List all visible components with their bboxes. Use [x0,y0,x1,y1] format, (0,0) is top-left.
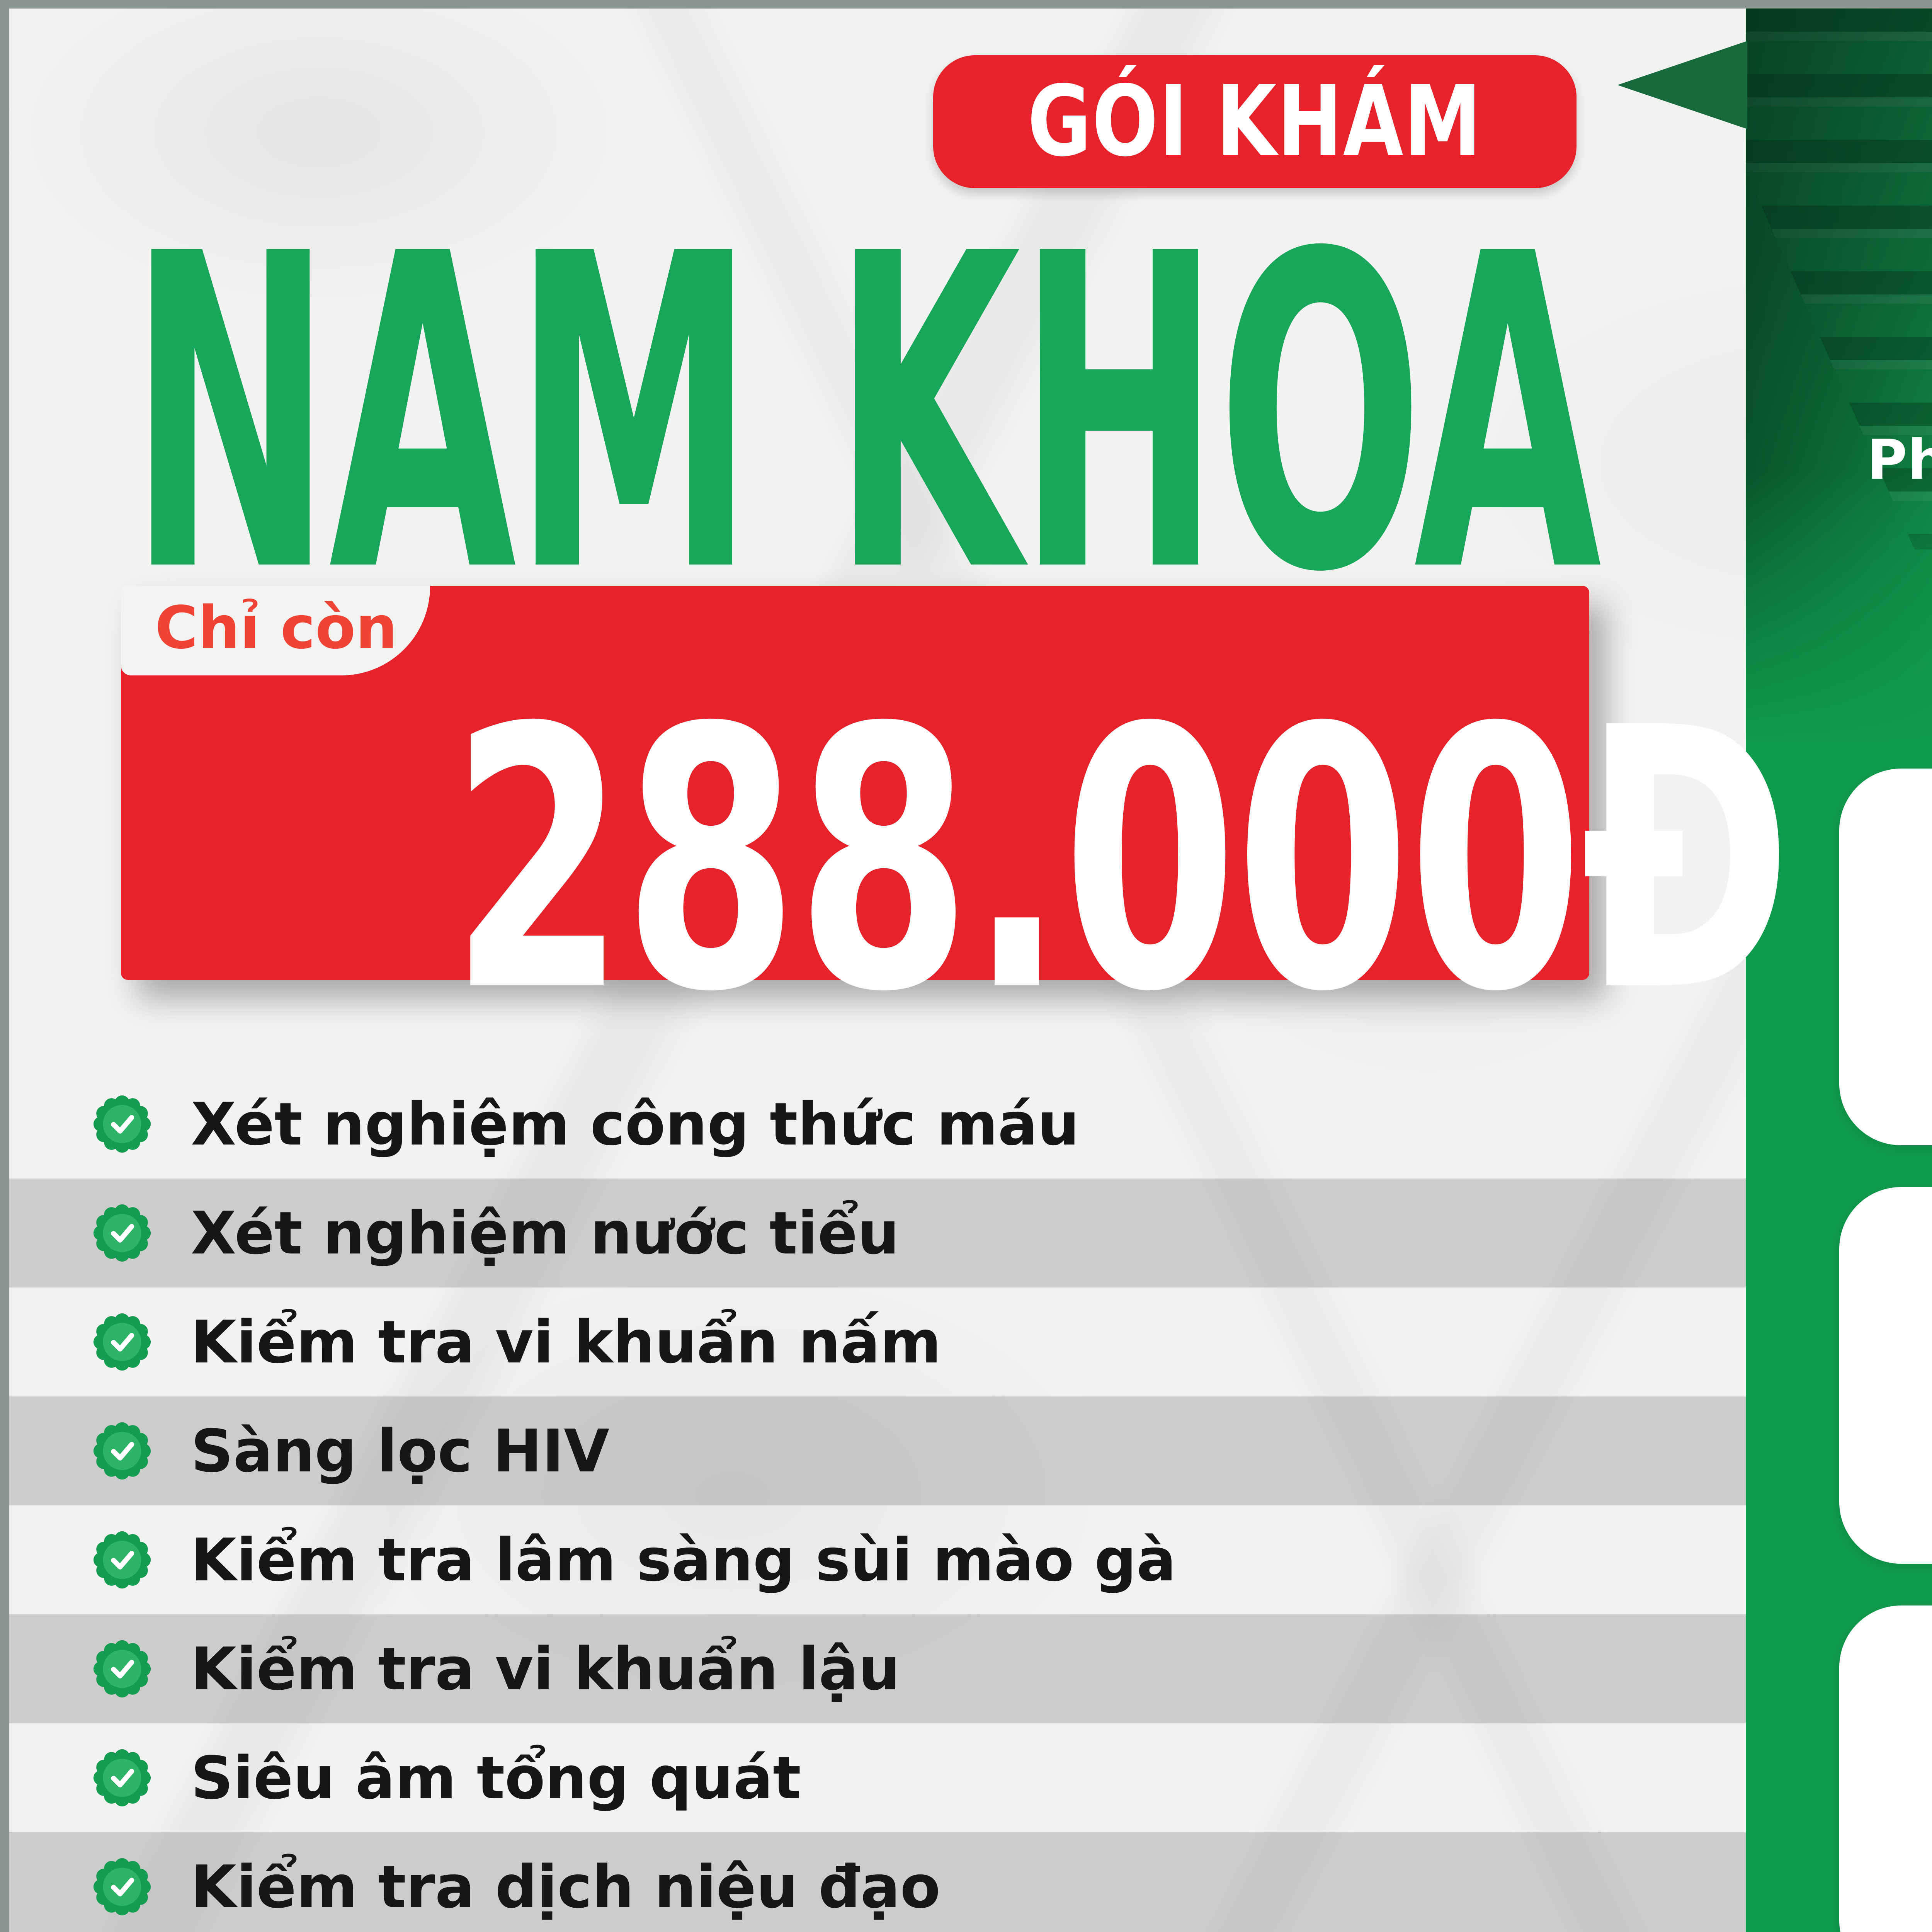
price-banner: Chỉ còn 288.000Đ [121,586,1792,1041]
service-row: Xét nghiệm nước tiểu [9,1179,1746,1287]
service-label: Kiểm tra lâm sàng sùi mào gà [191,1526,1176,1594]
check-seal-icon [92,1203,152,1263]
page-title: NAM KHOA [129,163,1602,667]
service-row: Xét nghiệm công thức máu [9,1070,1746,1179]
service-label: Xét nghiệm nước tiểu [191,1199,900,1267]
package-badge-label: GÓI KHÁM [1027,65,1482,178]
service-row: Siêu âm tổng quát [9,1723,1746,1832]
arrow-left-icon [1617,41,1747,129]
price-tab-label: Chỉ còn [155,594,398,662]
service-row: Kiểm tra vi khuẩn nấm [9,1287,1746,1396]
service-label: Xét nghiệm công thức máu [191,1090,1080,1158]
service-row: Kiểm tra dịch niệu đạo [9,1832,1746,1932]
service-label: Siêu âm tổng quát [191,1743,801,1812]
service-row: Kiểm tra lâm sàng sùi mào gà [9,1505,1746,1614]
offer-card: CHI PHÍ KIỂM TRA GIẢM 30% [1839,1605,1932,1932]
corridor-photo [1746,9,1932,781]
offer-card: CHI PHÍ ĐIỀU TRỊ GIẢM 30% [1839,1187,1932,1564]
service-label: Kiểm tra dịch niệu đạo [191,1852,940,1921]
check-seal-icon [92,1530,152,1590]
price-tab: Chỉ còn [121,586,430,675]
service-label: Sàng lọc HIV [191,1417,609,1485]
check-seal-icon [92,1421,152,1481]
price-amount: 288.000Đ [450,652,1792,1070]
offer-title: CHI PHÍ KIỂM TRA GIẢM [1839,1644,1932,1720]
service-row: Sàng lọc HIV [9,1396,1746,1505]
service-label: Kiểm tra vi khuẩn nấm [191,1308,941,1376]
check-seal-icon [92,1748,152,1808]
offer-title: CHI PHÍ THỦ THUẬT GIẢM [1839,807,1932,883]
package-badge: GÓI KHÁM [933,55,1577,188]
offer-title: CHI PHÍ ĐIỀU TRỊ GIẢM [1839,1226,1932,1301]
clinic-type: Phòng khám đa khoa [1867,428,1932,492]
service-label: Kiểm tra vi khuẩn lậu [191,1634,900,1703]
clinic-panel: Phòng khám đa khoa ĐÀ LẠT CHI PHÍ THỦ TH… [1746,9,1932,1932]
offer-card: CHI PHÍ THỦ THUẬT GIẢM 50% [1839,769,1932,1145]
check-seal-icon [92,1857,152,1917]
check-seal-icon [92,1094,152,1154]
service-row: Kiểm tra vi khuẩn lậu [9,1614,1746,1723]
photo-fade [1746,472,1932,781]
check-seal-icon [92,1639,152,1699]
check-seal-icon [92,1312,152,1372]
